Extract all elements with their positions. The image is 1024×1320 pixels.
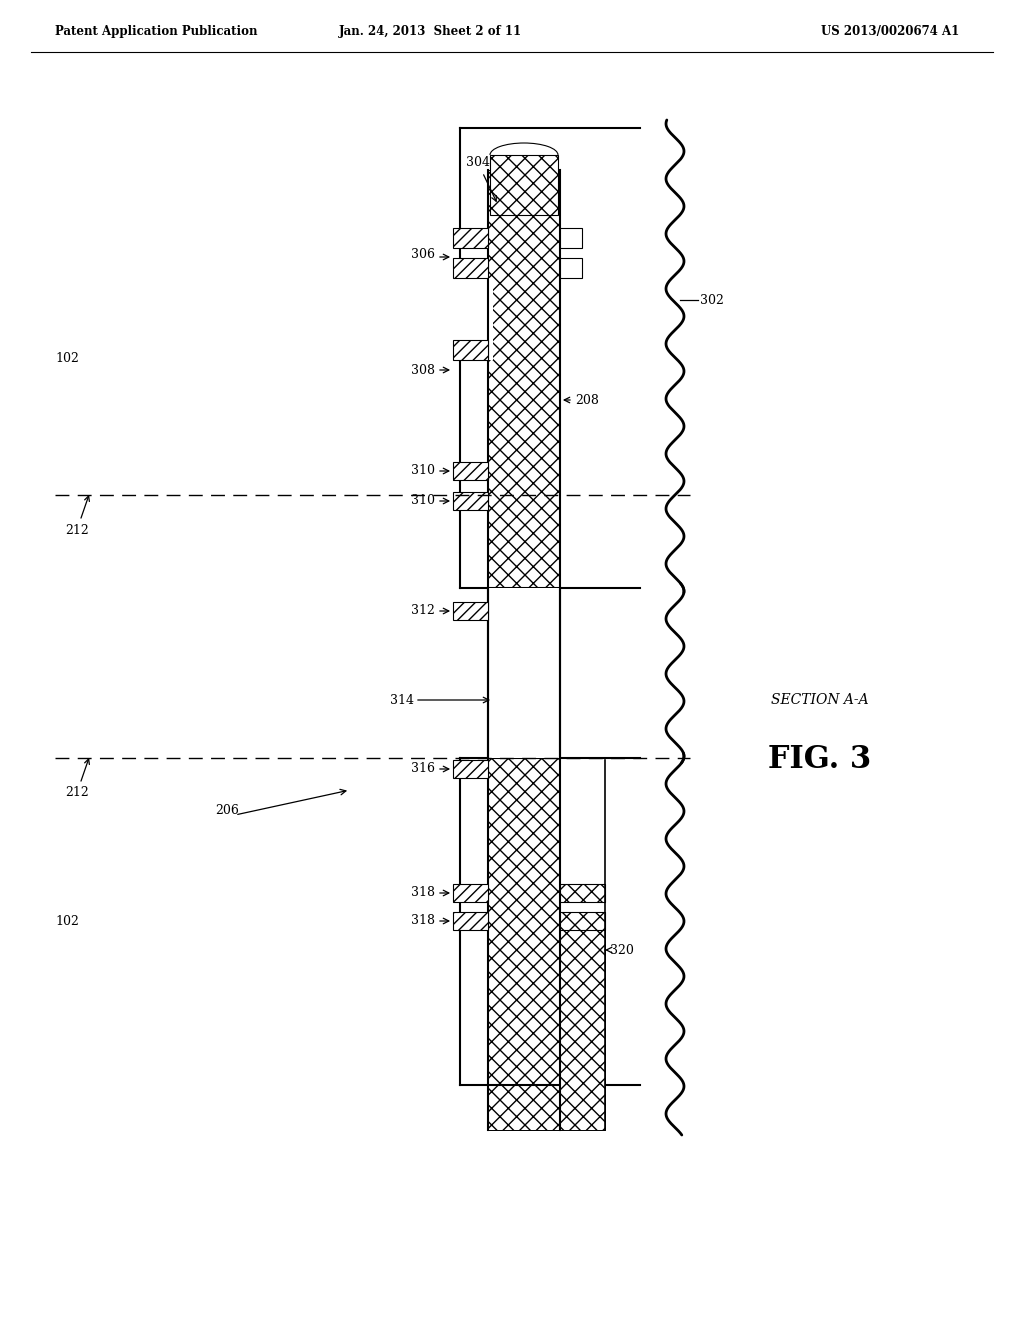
Text: 212: 212 [65, 496, 89, 536]
Text: 208: 208 [575, 393, 599, 407]
Text: 310: 310 [411, 495, 435, 507]
Bar [560, 228, 582, 248]
Text: 318: 318 [411, 915, 435, 928]
Bar [453, 257, 488, 279]
Text: Jan. 24, 2013  Sheet 2 of 11: Jan. 24, 2013 Sheet 2 of 11 [339, 25, 521, 38]
Bar [453, 492, 488, 510]
Bar [488, 183, 560, 587]
Bar [453, 884, 488, 902]
Text: 308: 308 [411, 363, 435, 376]
Text: 314: 314 [390, 693, 414, 706]
Bar [490, 154, 558, 215]
Text: 302: 302 [700, 293, 724, 306]
Text: 306: 306 [411, 248, 435, 261]
Text: 312: 312 [411, 605, 435, 618]
Text: 206: 206 [215, 804, 239, 817]
Bar [453, 912, 488, 931]
Text: 304: 304 [466, 157, 497, 201]
Text: SECTION A-A: SECTION A-A [771, 693, 868, 708]
Text: FIG. 3: FIG. 3 [768, 744, 871, 776]
Bar [453, 228, 488, 248]
Bar [460, 128, 640, 587]
Bar [453, 760, 488, 777]
Bar [488, 755, 560, 1130]
Bar [453, 341, 488, 360]
Bar [560, 884, 605, 902]
Bar [560, 257, 582, 279]
Text: 316: 316 [411, 763, 435, 776]
Text: 320: 320 [610, 944, 634, 957]
Bar [453, 602, 488, 620]
Text: 102: 102 [55, 915, 79, 928]
Text: 212: 212 [65, 759, 89, 800]
Text: 310: 310 [411, 465, 435, 478]
Bar [560, 912, 605, 931]
Bar [460, 135, 640, 300]
Bar [488, 587, 560, 758]
Text: US 2013/0020674 A1: US 2013/0020674 A1 [821, 25, 959, 38]
Bar [488, 587, 560, 1130]
Text: 318: 318 [411, 887, 435, 899]
Text: 102: 102 [55, 351, 79, 364]
Bar [449, 279, 493, 360]
Bar [560, 777, 605, 884]
Text: Patent Application Publication: Patent Application Publication [55, 25, 257, 38]
Bar [488, 170, 560, 1130]
Bar [560, 931, 605, 1130]
Bar [453, 462, 488, 480]
